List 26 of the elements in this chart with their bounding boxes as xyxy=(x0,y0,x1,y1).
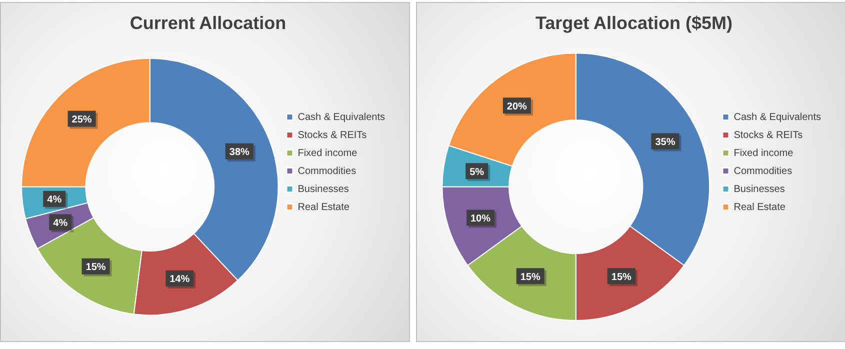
legend-label: Fixed income xyxy=(734,148,794,159)
data-label: 4% xyxy=(47,194,62,206)
legend-label: Businesses xyxy=(298,184,349,195)
legend-label: Cash & Equivalents xyxy=(734,112,822,123)
legend-label: Stocks & REITs xyxy=(734,130,803,141)
legend-label: Cash & Equivalents xyxy=(298,112,386,123)
data-label: 4% xyxy=(53,218,68,229)
legend-label: Stocks & REITs xyxy=(298,130,367,141)
legend-label: Commodities xyxy=(298,166,356,177)
legend-label: Real Estate xyxy=(298,202,350,213)
data-label: 35% xyxy=(655,137,676,148)
data-label: 10% xyxy=(470,214,491,225)
legend-label: Fixed income xyxy=(298,148,358,159)
data-label: 14% xyxy=(170,274,190,286)
chart-title: Current Allocation xyxy=(130,12,286,33)
legend-label: Businesses xyxy=(734,184,785,195)
data-label: 5% xyxy=(470,166,484,178)
legend-label: Commodities xyxy=(734,166,792,177)
chart-title: Target Allocation ($5M) xyxy=(535,12,733,33)
data-label: 25% xyxy=(72,114,92,126)
data-label: 20% xyxy=(506,101,528,112)
data-label: 15% xyxy=(611,272,632,283)
legend-label: Real Estate xyxy=(734,202,786,213)
data-label: 15% xyxy=(520,272,540,283)
data-label: 38% xyxy=(229,147,250,158)
data-label: 15% xyxy=(86,262,106,274)
